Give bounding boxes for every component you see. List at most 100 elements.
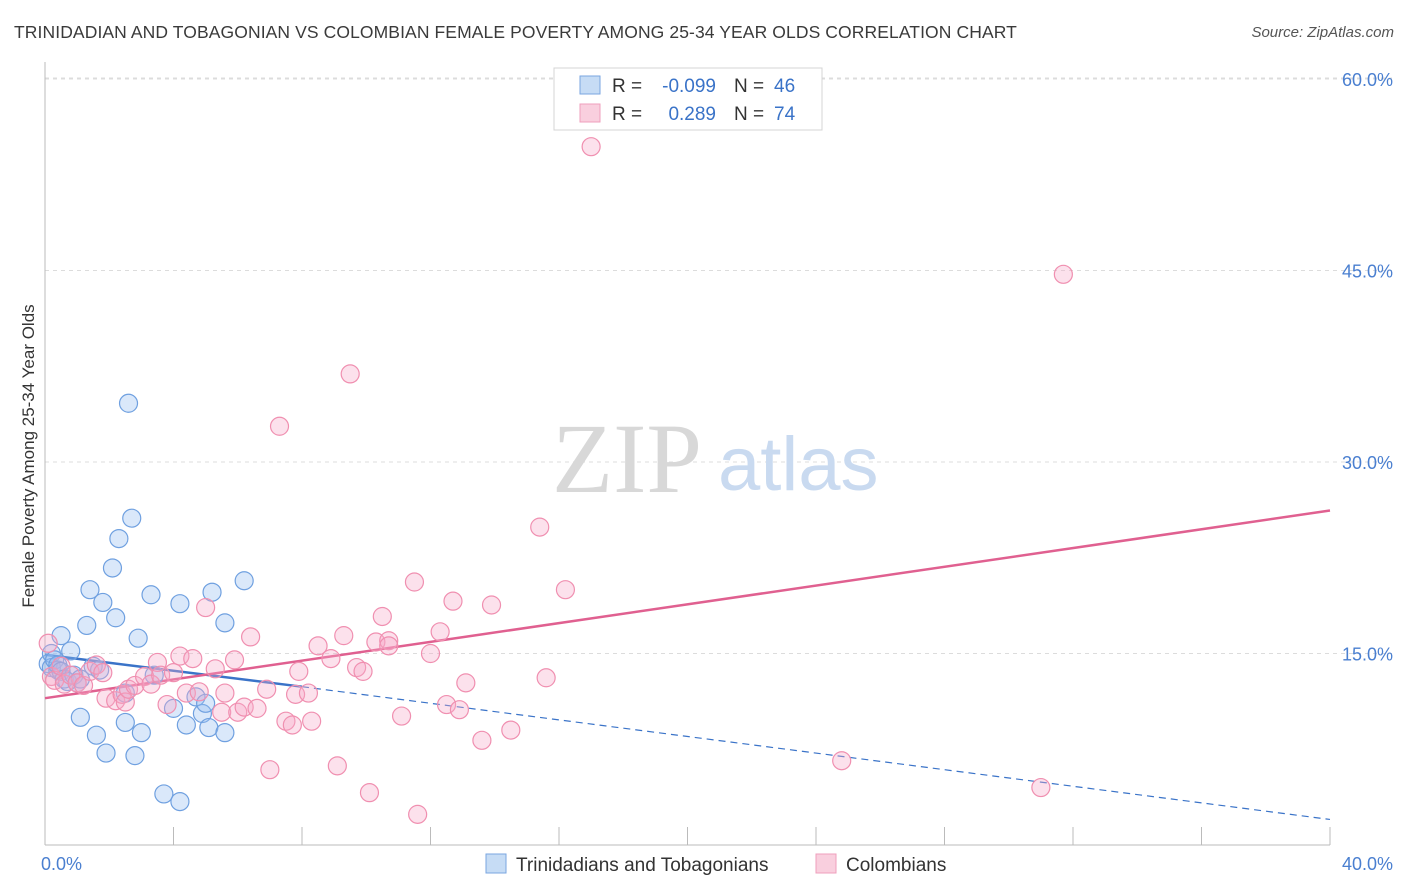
watermark-zip: ZIP: [552, 403, 702, 514]
trinidadian-point-15: [77, 615, 97, 636]
legend-n-value-2: 74: [774, 104, 796, 125]
colombian-point-70: [536, 668, 556, 688]
legend-r-value-1: -0.099: [662, 76, 716, 97]
colombian-point-57: [391, 706, 412, 726]
colombian-point-40: [282, 715, 302, 735]
colombian-point-29: [212, 702, 232, 722]
trinidadian-point-39: [186, 687, 206, 707]
colombian-point-27: [196, 597, 216, 618]
colombian-point-59: [408, 804, 428, 824]
colombian-point-45: [308, 636, 328, 656]
legend-n-label-1: N =: [734, 76, 764, 97]
trinidadian-point-44: [215, 723, 235, 743]
y-tick-label-0: 15.0%: [1342, 645, 1393, 665]
colombian-point-47: [327, 756, 347, 776]
colombian-point-69: [530, 517, 550, 537]
trinidadian-point-10: [61, 641, 81, 661]
trinidadian-point-27: [118, 393, 139, 413]
colombian-point-73: [832, 751, 852, 771]
trinidadian-point-46: [234, 571, 254, 591]
colombian-point-17: [134, 666, 155, 687]
axes: [44, 62, 1331, 846]
colombian-point-68: [501, 720, 521, 740]
source-credit: Source: ZipAtlas.com: [1251, 24, 1394, 41]
colombian-point-22: [163, 663, 184, 683]
colombian-point-62: [436, 694, 457, 715]
trinidadian-trend-extension: [301, 686, 1331, 821]
colombian-trend-line: [44, 509, 1331, 700]
colombian-point-36: [257, 679, 277, 699]
colombian-point-71: [555, 580, 576, 600]
trinidadian-point-30: [128, 628, 148, 648]
series-legend-colombian: Colombians: [846, 855, 946, 876]
x-tick-labels: 0.0% 40.0%: [41, 854, 1393, 874]
trinidadian-point-13: [70, 707, 90, 727]
colombian-point-60: [420, 643, 441, 664]
colombian-point-25: [183, 649, 203, 669]
trinidadian-point-42: [199, 717, 219, 738]
trinidadian-point-20: [93, 592, 113, 613]
trinidadian-point-26: [115, 712, 135, 733]
trinidadian-point-37: [170, 594, 190, 614]
y-tick-labels: 15.0% 30.0% 45.0% 60.0%: [1342, 70, 1393, 665]
colombian-point-44: [302, 711, 322, 731]
colombian-point-10: [93, 663, 113, 683]
trinidadian-point-41: [196, 693, 216, 713]
legend-swatch-colombian: [579, 103, 601, 123]
legend-r-value-2: 0.289: [668, 104, 716, 125]
trinidadian-point-21: [96, 743, 116, 763]
x-tick-label-0: 0.0%: [41, 854, 82, 874]
legend-n-value-1: 46: [774, 76, 795, 97]
trinidadian-point-18: [86, 725, 107, 745]
colombian-point-67: [481, 595, 502, 615]
trinidadian-point-19: [90, 660, 110, 680]
trinidadian-trend-line: [44, 653, 303, 688]
trinidadian-point-28: [122, 508, 142, 528]
colombian-point-19: [147, 652, 168, 673]
colombian-point-52: [359, 783, 380, 803]
legend-n-label-2: N =: [734, 104, 764, 125]
watermark-atlas: atlas: [718, 422, 879, 507]
trinidadian-point-22: [102, 558, 123, 578]
trinidadian-point-29: [125, 746, 145, 766]
legend-r-label-1: R =: [612, 76, 642, 97]
watermark: ZIP atlas: [552, 403, 879, 514]
colombian-point-58: [404, 572, 425, 592]
trinidadian-point-45: [215, 613, 235, 633]
chart-title: TRINIDADIAN AND TOBAGONIAN VS COLOMBIAN …: [14, 22, 1017, 42]
trinidadian-point-34: [154, 784, 174, 804]
colombian-point-66: [472, 730, 492, 750]
colombian-point-26: [189, 682, 209, 702]
legend-swatch-trinidadian: [579, 75, 601, 95]
colombian-point-46: [321, 649, 341, 669]
y-axis-label: Female Poverty Among 25-34 Year Olds: [19, 304, 38, 607]
colombian-point-31: [224, 650, 245, 670]
colombian-point-35: [247, 698, 267, 718]
colombian-point-42: [289, 661, 309, 681]
colombian-point-75: [1053, 264, 1073, 284]
trinidadian-point-23: [106, 608, 126, 628]
colombian-point-55: [379, 631, 399, 651]
trinidadian-point-36: [170, 791, 190, 812]
colombian-point-5: [61, 665, 81, 685]
colombian-point-21: [157, 694, 177, 715]
colombian-point-43: [298, 683, 319, 703]
series-legend-swatch-trinidadian: [485, 853, 507, 874]
x-tick-label-1: 40.0%: [1342, 854, 1393, 874]
y-tick-label-1: 30.0%: [1342, 453, 1393, 473]
colombian-point-7: [73, 675, 94, 696]
colombian-point-56: [379, 636, 399, 656]
colombian-point-34: [241, 627, 261, 647]
trend-lines: [44, 509, 1331, 821]
trinidadian-point-16: [80, 580, 100, 600]
colombian-point-38: [269, 416, 290, 436]
colombian-point-30: [215, 683, 235, 703]
gridlines: [45, 77, 1392, 654]
trinidadian-point-31: [131, 723, 151, 743]
y-tick-label-3: 60.0%: [1342, 70, 1393, 90]
colombian-point-9: [86, 655, 107, 675]
series-legend: Trinidadians and Tobagonians Colombians: [485, 853, 946, 876]
correlation-legend: R = -0.099 N = 46 R = 0.289 N = 74: [553, 67, 823, 131]
trinidadian-point-38: [176, 715, 196, 735]
